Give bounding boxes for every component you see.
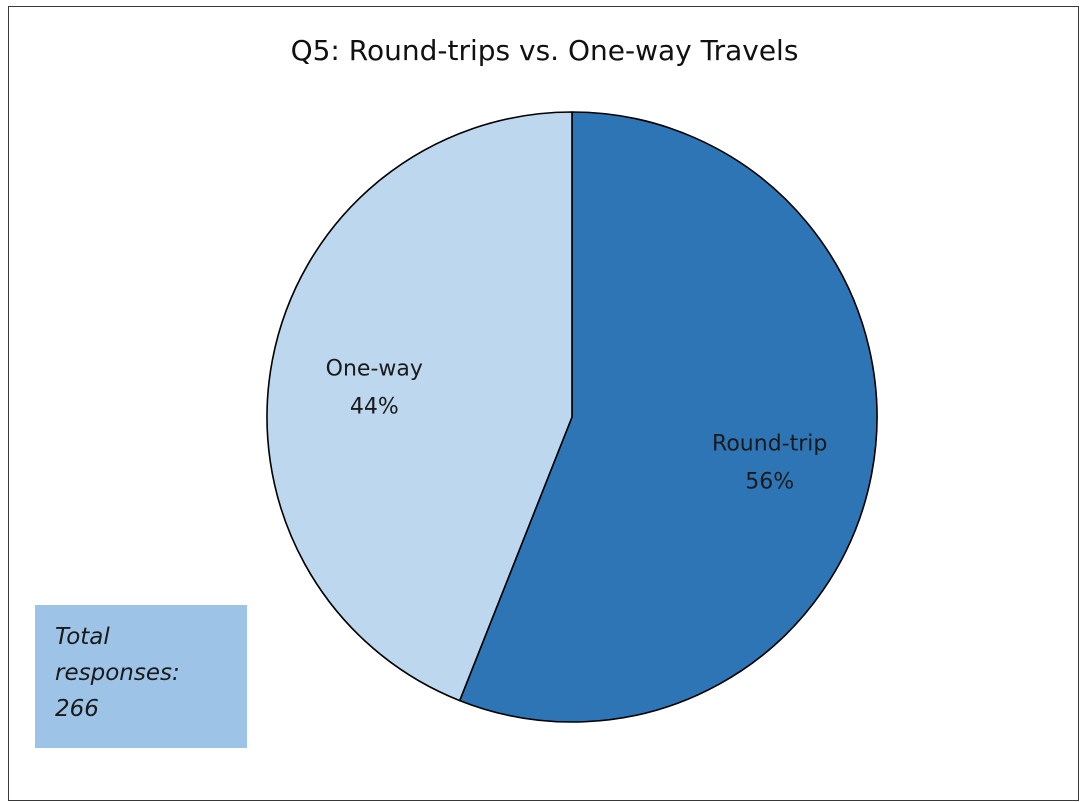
note-line-1: Total: [55, 624, 110, 650]
pie-slice-one-way: [266, 111, 573, 702]
total-responses-note: Total responses: 266: [35, 605, 247, 748]
pie-slice-label: Round-trip: [712, 432, 827, 457]
chart-frame: Q5: Round-trips vs. One-way Travels Roun…: [8, 6, 1079, 801]
pie-slice-label: One-way: [326, 356, 423, 381]
note-line-3: 266: [55, 696, 99, 722]
pie-slice-round-trip: [458, 111, 878, 723]
pie-slices: [266, 111, 878, 723]
pie-labels: Round-trip 56% One-way 44%: [326, 356, 828, 494]
pie-chart: Round-trip 56% One-way 44%: [266, 111, 878, 723]
pie-slice-percent: 56%: [745, 470, 794, 495]
note-line-2: responses:: [55, 660, 180, 686]
chart-title: Q5: Round-trips vs. One-way Travels: [290, 34, 799, 67]
pie-slice-percent: 44%: [350, 394, 399, 419]
